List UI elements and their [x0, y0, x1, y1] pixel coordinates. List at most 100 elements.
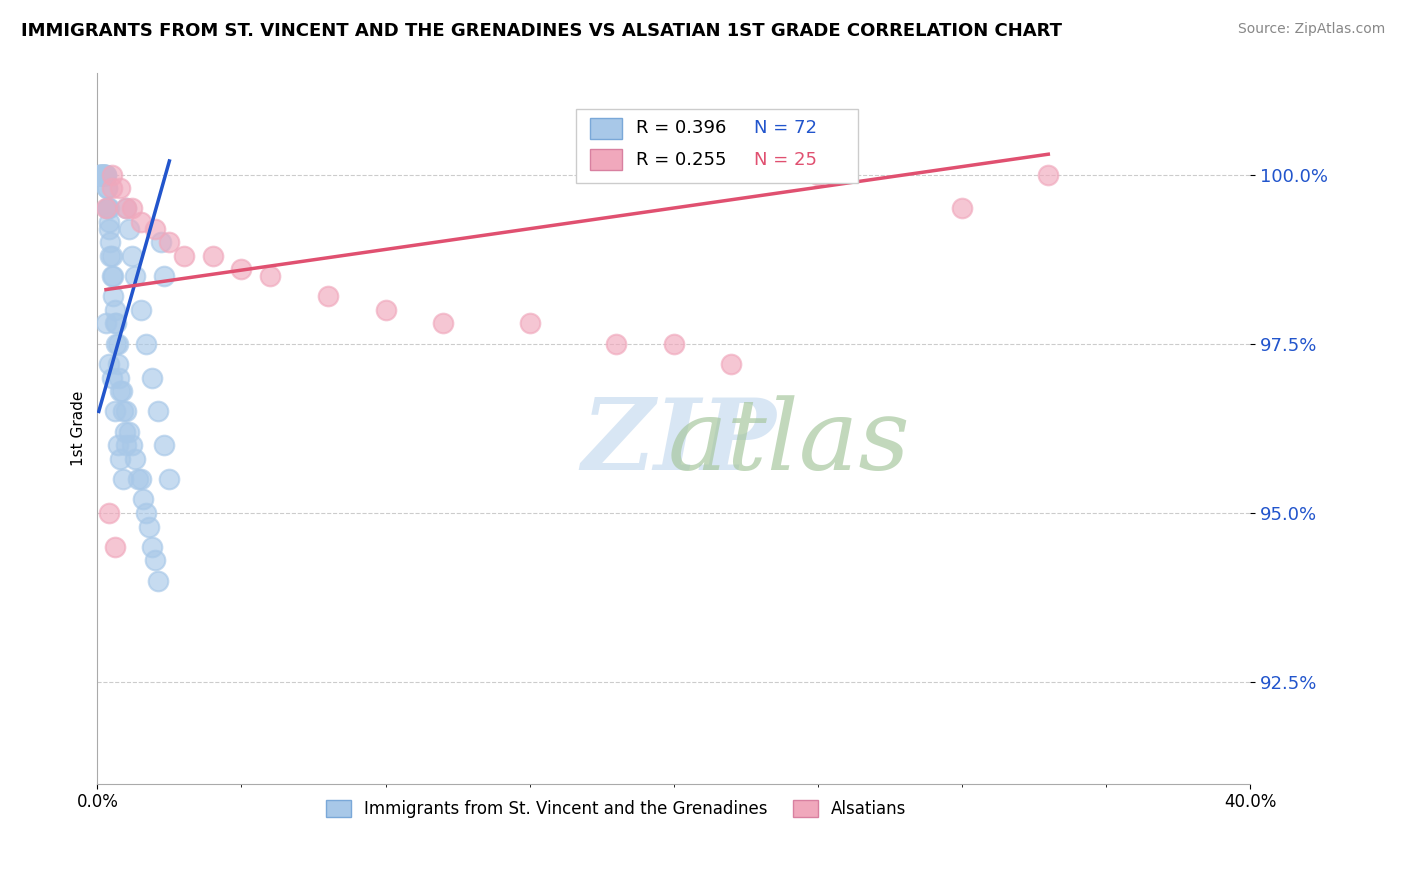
- Point: [100, 181, 122, 195]
- Point: [104, 540, 127, 554]
- Point: [115, 404, 138, 418]
- Point: [121, 249, 143, 263]
- Text: R = 0.396: R = 0.396: [636, 120, 725, 137]
- Point: [100, 249, 122, 263]
- Text: N = 72: N = 72: [755, 120, 817, 137]
- Text: Source: ZipAtlas.com: Source: ZipAtlas.com: [1237, 22, 1385, 37]
- Point: [115, 438, 138, 452]
- Point: [121, 438, 143, 452]
- Point: [374, 302, 396, 317]
- Point: [94, 168, 117, 182]
- Point: [89, 168, 111, 182]
- Text: atlas: atlas: [668, 395, 911, 491]
- Point: [118, 425, 141, 439]
- Point: [107, 438, 129, 452]
- Point: [94, 202, 117, 216]
- Point: [157, 472, 180, 486]
- Point: [950, 202, 973, 216]
- Point: [127, 472, 149, 486]
- Point: [519, 317, 541, 331]
- Point: [111, 384, 134, 398]
- Bar: [589, 118, 621, 139]
- Point: [173, 249, 195, 263]
- Point: [97, 215, 120, 229]
- Point: [259, 268, 281, 283]
- Point: [118, 221, 141, 235]
- Point: [110, 384, 132, 398]
- Point: [129, 472, 152, 486]
- Point: [129, 215, 152, 229]
- Point: [141, 540, 163, 554]
- Text: ZIP: ZIP: [582, 394, 776, 491]
- Point: [89, 168, 111, 182]
- Point: [124, 451, 146, 466]
- Point: [605, 336, 627, 351]
- Point: [90, 168, 112, 182]
- Point: [90, 168, 112, 182]
- Text: IMMIGRANTS FROM ST. VINCENT AND THE GRENADINES VS ALSATIAN 1ST GRADE CORRELATION: IMMIGRANTS FROM ST. VINCENT AND THE GREN…: [21, 22, 1062, 40]
- Point: [143, 221, 166, 235]
- Point: [107, 336, 129, 351]
- Point: [143, 553, 166, 567]
- Point: [112, 404, 135, 418]
- Point: [104, 317, 127, 331]
- Point: [93, 168, 115, 182]
- Point: [720, 357, 742, 371]
- Point: [100, 168, 122, 182]
- Point: [87, 168, 110, 182]
- Point: [201, 249, 224, 263]
- Point: [231, 262, 253, 277]
- Point: [316, 289, 339, 303]
- Point: [105, 336, 128, 351]
- Point: [807, 168, 830, 182]
- Point: [110, 181, 132, 195]
- Point: [93, 168, 115, 182]
- Point: [100, 370, 122, 384]
- Point: [97, 202, 120, 216]
- Point: [107, 357, 129, 371]
- Point: [157, 235, 180, 250]
- Point: [146, 404, 169, 418]
- Point: [98, 235, 121, 250]
- Point: [135, 506, 157, 520]
- Point: [662, 336, 685, 351]
- Point: [103, 268, 125, 283]
- Point: [90, 168, 112, 182]
- Point: [91, 168, 114, 182]
- FancyBboxPatch shape: [575, 109, 858, 183]
- Point: [103, 289, 125, 303]
- Point: [91, 168, 114, 182]
- Point: [96, 202, 118, 216]
- Point: [97, 202, 120, 216]
- Point: [138, 519, 160, 533]
- Point: [132, 492, 155, 507]
- Point: [104, 302, 127, 317]
- Point: [152, 438, 174, 452]
- Point: [98, 221, 121, 235]
- Point: [124, 268, 146, 283]
- Point: [121, 202, 143, 216]
- Point: [112, 472, 135, 486]
- Point: [97, 506, 120, 520]
- Point: [105, 317, 128, 331]
- Bar: [589, 149, 621, 170]
- Point: [129, 302, 152, 317]
- Point: [110, 451, 132, 466]
- Point: [432, 317, 454, 331]
- Point: [114, 425, 136, 439]
- Point: [91, 168, 114, 182]
- Point: [94, 168, 117, 182]
- Point: [146, 574, 169, 588]
- Point: [115, 202, 138, 216]
- Legend: Immigrants from St. Vincent and the Grenadines, Alsatians: Immigrants from St. Vincent and the Gren…: [319, 794, 912, 825]
- Point: [108, 370, 131, 384]
- Y-axis label: 1st Grade: 1st Grade: [72, 391, 86, 466]
- Point: [100, 268, 122, 283]
- Text: R = 0.255: R = 0.255: [636, 151, 725, 169]
- Point: [93, 168, 115, 182]
- Point: [152, 268, 174, 283]
- Point: [89, 168, 111, 182]
- Point: [115, 202, 138, 216]
- Point: [94, 168, 117, 182]
- Point: [149, 235, 172, 250]
